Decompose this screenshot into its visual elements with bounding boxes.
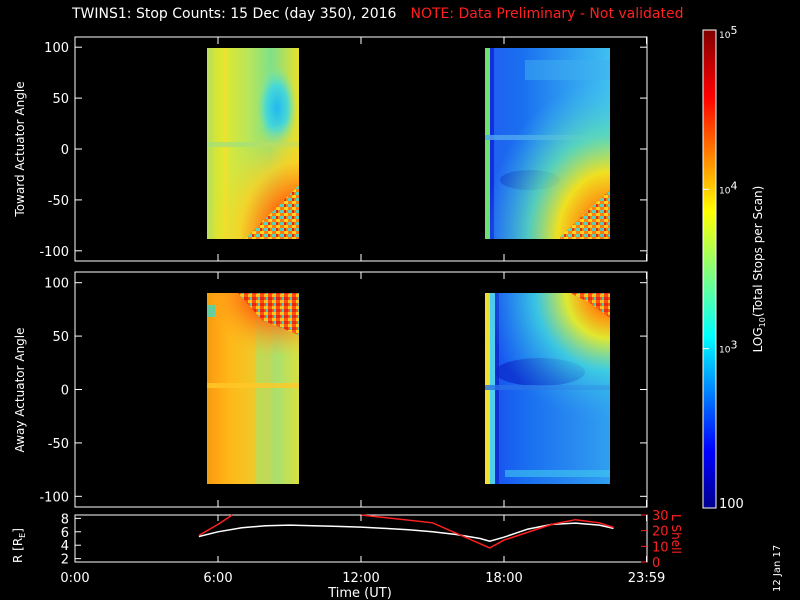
y-tick-label: -100 — [39, 245, 69, 260]
colorbar-gradient — [702, 29, 717, 509]
time-axis-label: Time (UT) — [327, 586, 392, 600]
orbit-series-group — [198, 514, 614, 549]
lshell-series-line — [360, 514, 614, 549]
away-panel: 100 50 0 -50 -100 Away Actuator Angle — [13, 271, 648, 508]
y-tick-label: 50 — [52, 330, 69, 345]
colorbar-label: LOG10(Total Stops per Scan) — [751, 186, 767, 353]
lshell-series-line — [198, 514, 233, 537]
lshell-tick-label: 30 — [652, 509, 669, 524]
colorbar: 100 103 104 105 LOG10(Total Stops per Scan) — [702, 24, 767, 512]
date-stamp: 12 Jan 17 — [772, 544, 783, 592]
r-tick-label: 4 — [61, 539, 69, 554]
title-main: TWINS1: Stop Counts: 15 Dec (day 350), 2… — [72, 6, 397, 22]
toward-y-axis: 100 50 0 -50 -100 — [39, 37, 648, 261]
r-series-line — [198, 522, 614, 542]
time-axis: 0:00 6:00 12:00 18:00 23:59 — [60, 515, 665, 586]
r-tick-label: 2 — [61, 553, 69, 568]
x-tick-label: 18:00 — [485, 571, 522, 586]
r-tick-label: 6 — [61, 526, 69, 541]
colorbar-tick-label: 103 — [719, 339, 737, 356]
toward-data-block-2 — [485, 48, 610, 239]
y-tick-label: 100 — [44, 277, 69, 292]
colorbar-tick-label: 104 — [719, 179, 737, 196]
x-tick-label: 12:00 — [342, 571, 379, 586]
lshell-axis-label: L Shell — [669, 514, 683, 554]
toward-data-block-1 — [207, 48, 299, 239]
title-note: NOTE: Data Preliminary - Not validated — [410, 6, 684, 22]
y-tick-label: -50 — [48, 194, 69, 209]
y-tick-label: 0 — [61, 143, 69, 158]
y-tick-label: 0 — [61, 384, 69, 399]
lshell-tick-label: 10 — [652, 540, 669, 555]
away-y-axis: 100 50 0 -50 -100 — [39, 272, 648, 507]
r-tick-label: 8 — [61, 512, 69, 527]
x-tick-label: 6:00 — [203, 571, 232, 586]
y-tick-label: 50 — [52, 92, 69, 107]
chart-title: TWINS1: Stop Counts: 15 Dec (day 350), 2… — [72, 6, 684, 22]
y-tick-label: -50 — [48, 437, 69, 452]
away-y-axis-label: Away Actuator Angle — [13, 327, 27, 452]
x-tick-label: 23:59 — [628, 571, 665, 586]
toward-y-axis-label: Toward Actuator Angle — [13, 81, 27, 217]
away-data-block-2 — [485, 293, 610, 484]
y-tick-label: 100 — [44, 41, 69, 56]
toward-panel: 100 50 0 -50 -100 Toward Actuator Angle — [13, 36, 648, 262]
x-tick-label: 0:00 — [60, 571, 89, 586]
colorbar-tick-label: 105 — [719, 24, 737, 41]
y-tick-label: -100 — [39, 490, 69, 505]
r-axis-label: R [RE] — [11, 528, 27, 563]
colorbar-ticks: 100 103 104 105 — [703, 24, 744, 512]
lshell-tick-label: 0 — [652, 556, 660, 571]
colorbar-tick-label: 100 — [719, 497, 744, 512]
away-data-block-1 — [207, 293, 299, 484]
lshell-tick-label: 20 — [652, 525, 669, 540]
